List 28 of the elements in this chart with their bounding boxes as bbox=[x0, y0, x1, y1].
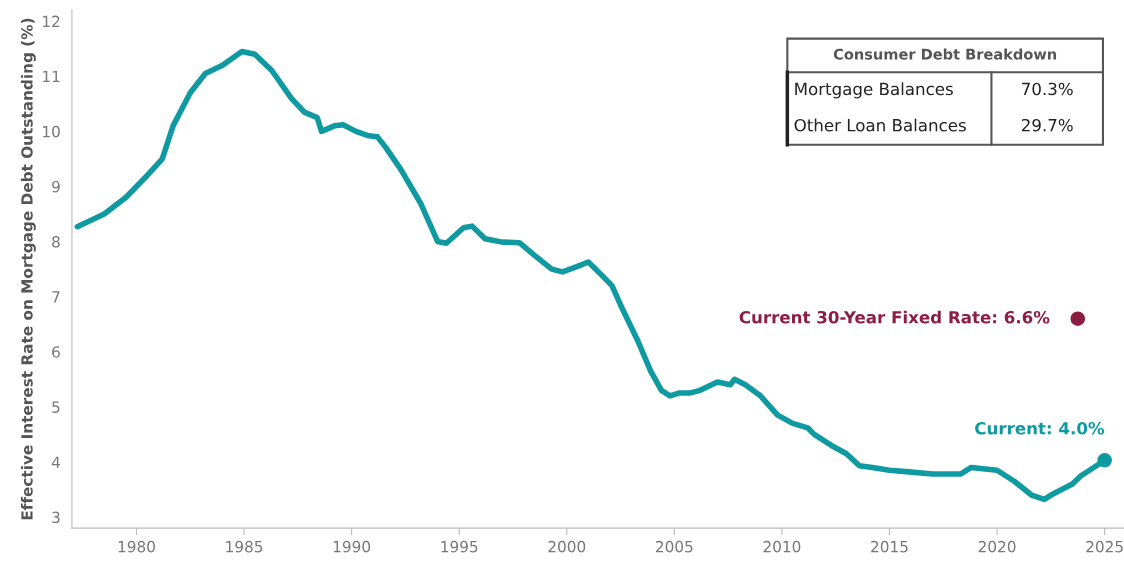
annotation: Current: 4.0% bbox=[975, 421, 1105, 435]
annotation: 70.3% bbox=[1022, 82, 1073, 96]
x-tick-label: 2025 bbox=[1086, 540, 1123, 553]
annotation: 29.7% bbox=[1021, 118, 1073, 132]
annotation: Other Loan Balances bbox=[794, 118, 966, 132]
x-tick-label: 1990 bbox=[333, 540, 371, 553]
annotation: Mortgage Balances bbox=[795, 82, 953, 99]
y-tick-label: 4 bbox=[51, 456, 60, 468]
x-tick-label: 2010 bbox=[763, 540, 801, 553]
y-tick-label: 3 bbox=[52, 511, 60, 524]
y-tick-label: 8 bbox=[52, 236, 60, 248]
annotation: Current 30-Year Fixed Rate: 6.6% bbox=[739, 310, 1050, 324]
x-tick-label: 1980 bbox=[118, 540, 155, 553]
y-tick-label: 11 bbox=[43, 70, 60, 83]
y-tick-label: 10 bbox=[43, 125, 60, 138]
y-tick-label: 6 bbox=[52, 346, 60, 358]
x-tick-label: 2005 bbox=[656, 540, 693, 553]
x-tick-label: 2000 bbox=[548, 540, 586, 553]
y-tick-label: 5 bbox=[52, 401, 60, 413]
x-tick-label: 2020 bbox=[978, 540, 1016, 553]
y-tick-label: 12 bbox=[43, 15, 60, 27]
x-tick-label: 1985 bbox=[226, 540, 263, 553]
x-tick-label: 1995 bbox=[441, 540, 478, 553]
y-tick-label: 7 bbox=[52, 291, 60, 303]
y-tick-label: 9 bbox=[52, 180, 60, 193]
y-axis-title: Effective Interest Rate on Mortgage Debt Outstanding (%) bbox=[20, 18, 36, 520]
x-tick-label: 2015 bbox=[871, 540, 908, 553]
annotation: Consumer Debt Breakdown bbox=[833, 48, 1057, 60]
